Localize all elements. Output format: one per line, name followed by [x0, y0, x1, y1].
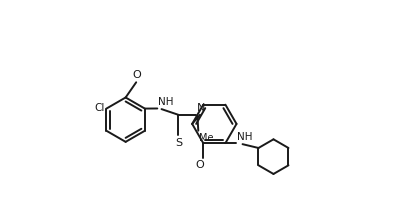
Text: Me: Me — [199, 133, 213, 143]
Text: O: O — [196, 160, 204, 170]
Text: Cl: Cl — [94, 103, 105, 113]
Text: NH: NH — [158, 97, 173, 107]
Text: N: N — [197, 103, 205, 113]
Text: O: O — [132, 70, 141, 80]
Text: S: S — [175, 138, 182, 148]
Text: NH: NH — [237, 132, 252, 142]
